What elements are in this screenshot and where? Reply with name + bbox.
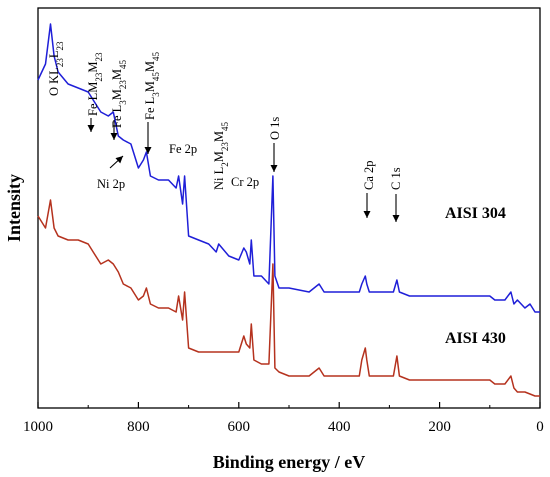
annotation-fe-l3m45m45: Fe L3M45M45 xyxy=(143,51,161,120)
x-tick-label: 200 xyxy=(428,419,451,435)
annotation-fe-lm23m23: Fe LM23M23 xyxy=(86,52,104,116)
series-line-aisi-430 xyxy=(37,199,540,397)
y-axis-title: Intensity xyxy=(4,174,24,242)
annotation-arrowhead-ca-2p xyxy=(363,211,371,218)
annotation-arrowhead-ni-2p xyxy=(115,156,123,164)
annotation-cr-2p: Cr 2p xyxy=(231,175,259,189)
annotation-c-1s: C 1s xyxy=(389,167,403,190)
annotation-o-kl23l23: O KL23L23 xyxy=(47,41,65,96)
annotation-ni-2p: Ni 2p xyxy=(97,177,125,191)
annotation-ca-2p: Ca 2p xyxy=(362,160,376,190)
x-tick-label: 0 xyxy=(536,419,544,435)
peak-annotations: O KL23L23 Fe LM23M23 Fe L3M23M45 Fe L3M45M4… xyxy=(47,41,403,222)
annotation-arrowhead-o-1s xyxy=(270,165,278,172)
annotation-o-1s: O 1s xyxy=(268,117,282,140)
series-label-aisi-304: AISI 304 xyxy=(445,205,506,222)
annotation-arrowhead-fe-lm23m23 xyxy=(87,125,95,132)
annotation-arrowhead-c-1s xyxy=(392,215,400,222)
annotation-fe-l3m23m45: Fe L3M23M45 xyxy=(110,59,128,128)
series-line-aisi-304 xyxy=(37,23,540,313)
annotation-fe-2p: Fe 2p xyxy=(169,142,197,156)
series-label-aisi-430: AISI 430 xyxy=(445,330,506,347)
x-axis-title: Binding energy / eV xyxy=(213,452,366,472)
x-tick-label: 600 xyxy=(228,419,251,435)
annotation-arrowhead-fe-l3m45m45 xyxy=(144,147,152,154)
x-tick-label: 400 xyxy=(328,419,351,435)
series-layer xyxy=(37,23,540,397)
annotation-arrowhead-fe-l3m23m45 xyxy=(110,133,118,140)
annotation-ni-l2m23m45: Ni L2M23M45 xyxy=(212,121,230,190)
x-axis-ticks: 1000 800 600 400 200 0 xyxy=(23,402,544,435)
x-tick-label: 800 xyxy=(127,419,150,435)
x-tick-label: 1000 xyxy=(23,419,53,435)
